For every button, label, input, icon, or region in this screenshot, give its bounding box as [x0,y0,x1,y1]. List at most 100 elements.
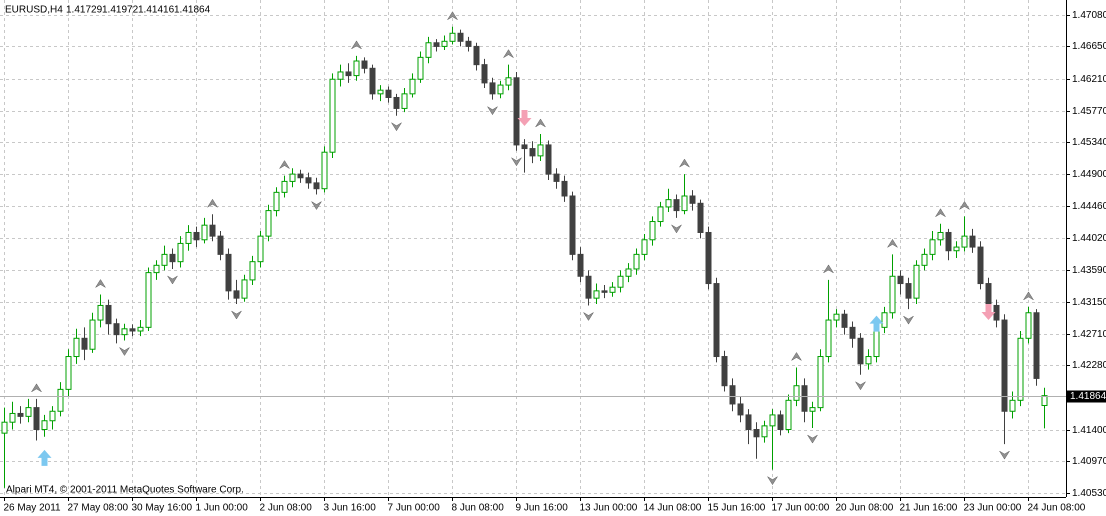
candle-body [377,89,384,95]
fractal-down [391,122,402,132]
candle-body [689,195,696,204]
fractal-up [351,40,362,50]
candle-body [961,235,968,248]
last-price-label: 1.41864 [1070,391,1106,402]
fractal-down [167,275,178,285]
candle-body [169,253,176,263]
fractal-down [671,224,682,234]
candle-body [449,32,456,42]
y-tick-label: 1.44460 [1072,201,1106,212]
candle-body [873,326,880,358]
fractal-up [1023,291,1034,301]
candle-body [113,323,120,336]
header-close: 1.41864 [174,5,211,16]
candle-body [889,275,896,314]
footer: Alpari MT4, © 2001-2011 MetaQuotes Softw… [6,485,244,496]
candle-body [729,385,736,405]
candle-body [1009,399,1016,412]
candle-body [305,177,312,184]
candle-body [457,32,464,42]
fractal-up [279,160,290,169]
candle-body [137,326,144,332]
candle-body [561,180,568,197]
fractal-up [935,208,946,217]
y-tick-label: 1.44900 [1072,169,1106,180]
fractal-down [999,450,1010,460]
candle-body [1017,337,1024,401]
candle-body [393,96,400,109]
fractal-up [31,383,42,393]
candle-body [289,173,296,182]
fractal-up [791,352,802,361]
candle-body [601,290,608,293]
candle-body [337,71,344,80]
candle-body [577,253,584,277]
candle-body [985,283,992,306]
candle-body [569,195,576,255]
candle-body [321,151,328,190]
candle-body [881,312,888,328]
candle-body [521,144,528,150]
fractal-down [231,310,242,320]
candle-body [441,40,448,47]
candle-body [65,356,72,390]
candle-body [497,84,504,95]
fractal-up [679,158,690,168]
x-tick-label: 27 May 08:00 [68,503,129,514]
candle-body [913,264,920,299]
candle-body [1025,312,1032,339]
fractal-down [855,381,866,391]
x-tick-label: 13 Jun 00:00 [580,503,638,514]
y-tick-label: 1.42710 [1072,329,1106,340]
candle-body [281,180,288,193]
fractal-up [959,200,970,210]
candle-body [801,385,808,412]
candle-body [849,326,856,339]
candle-body [745,414,752,431]
fractal-down [487,106,498,116]
candle-body [1,421,8,434]
fractal-up [503,49,514,58]
y-tick-label: 1.45770 [1072,106,1106,117]
candle-body [505,77,512,86]
candle-body [697,202,704,233]
candle-body [937,231,944,241]
x-tick-label: 21 Jun 16:00 [900,503,958,514]
candle-body [929,239,936,255]
candle-body [825,319,832,358]
candle-body [145,272,152,328]
candle-body [297,173,304,179]
candle-body [465,40,472,47]
candle-body [1033,312,1040,379]
candle-body [25,407,32,417]
candle-body [257,235,264,263]
candle-body [105,304,112,325]
fractal-up [887,238,898,248]
candle-body [361,60,368,69]
candle-body [593,290,600,299]
buy-arrow [869,315,884,332]
candle-body [489,82,496,95]
y-tick-label: 1.46650 [1072,41,1106,52]
candle-body [737,403,744,416]
candle-body [353,60,360,77]
candle-body [33,407,40,431]
fractal-down [511,157,522,167]
candle-body [785,399,792,431]
candle-body [233,290,240,299]
x-tick-label: 14 Jun 08:00 [644,503,702,514]
candle-body [209,224,216,237]
sell-arrow [517,109,532,126]
header-low: 1.41416 [138,5,175,16]
fractal-down [119,347,130,356]
x-tick-label: 23 Jun 00:00 [964,503,1022,514]
candle-body [265,210,272,237]
candle-body [545,144,552,175]
candle-body [857,337,864,365]
x-tick-label: 20 Jun 08:00 [836,503,894,514]
candle-body [193,231,200,241]
candle-body [481,64,488,84]
candle-body [473,45,480,66]
fractal-up [823,264,834,274]
y-tick-label: 1.43150 [1072,297,1106,308]
